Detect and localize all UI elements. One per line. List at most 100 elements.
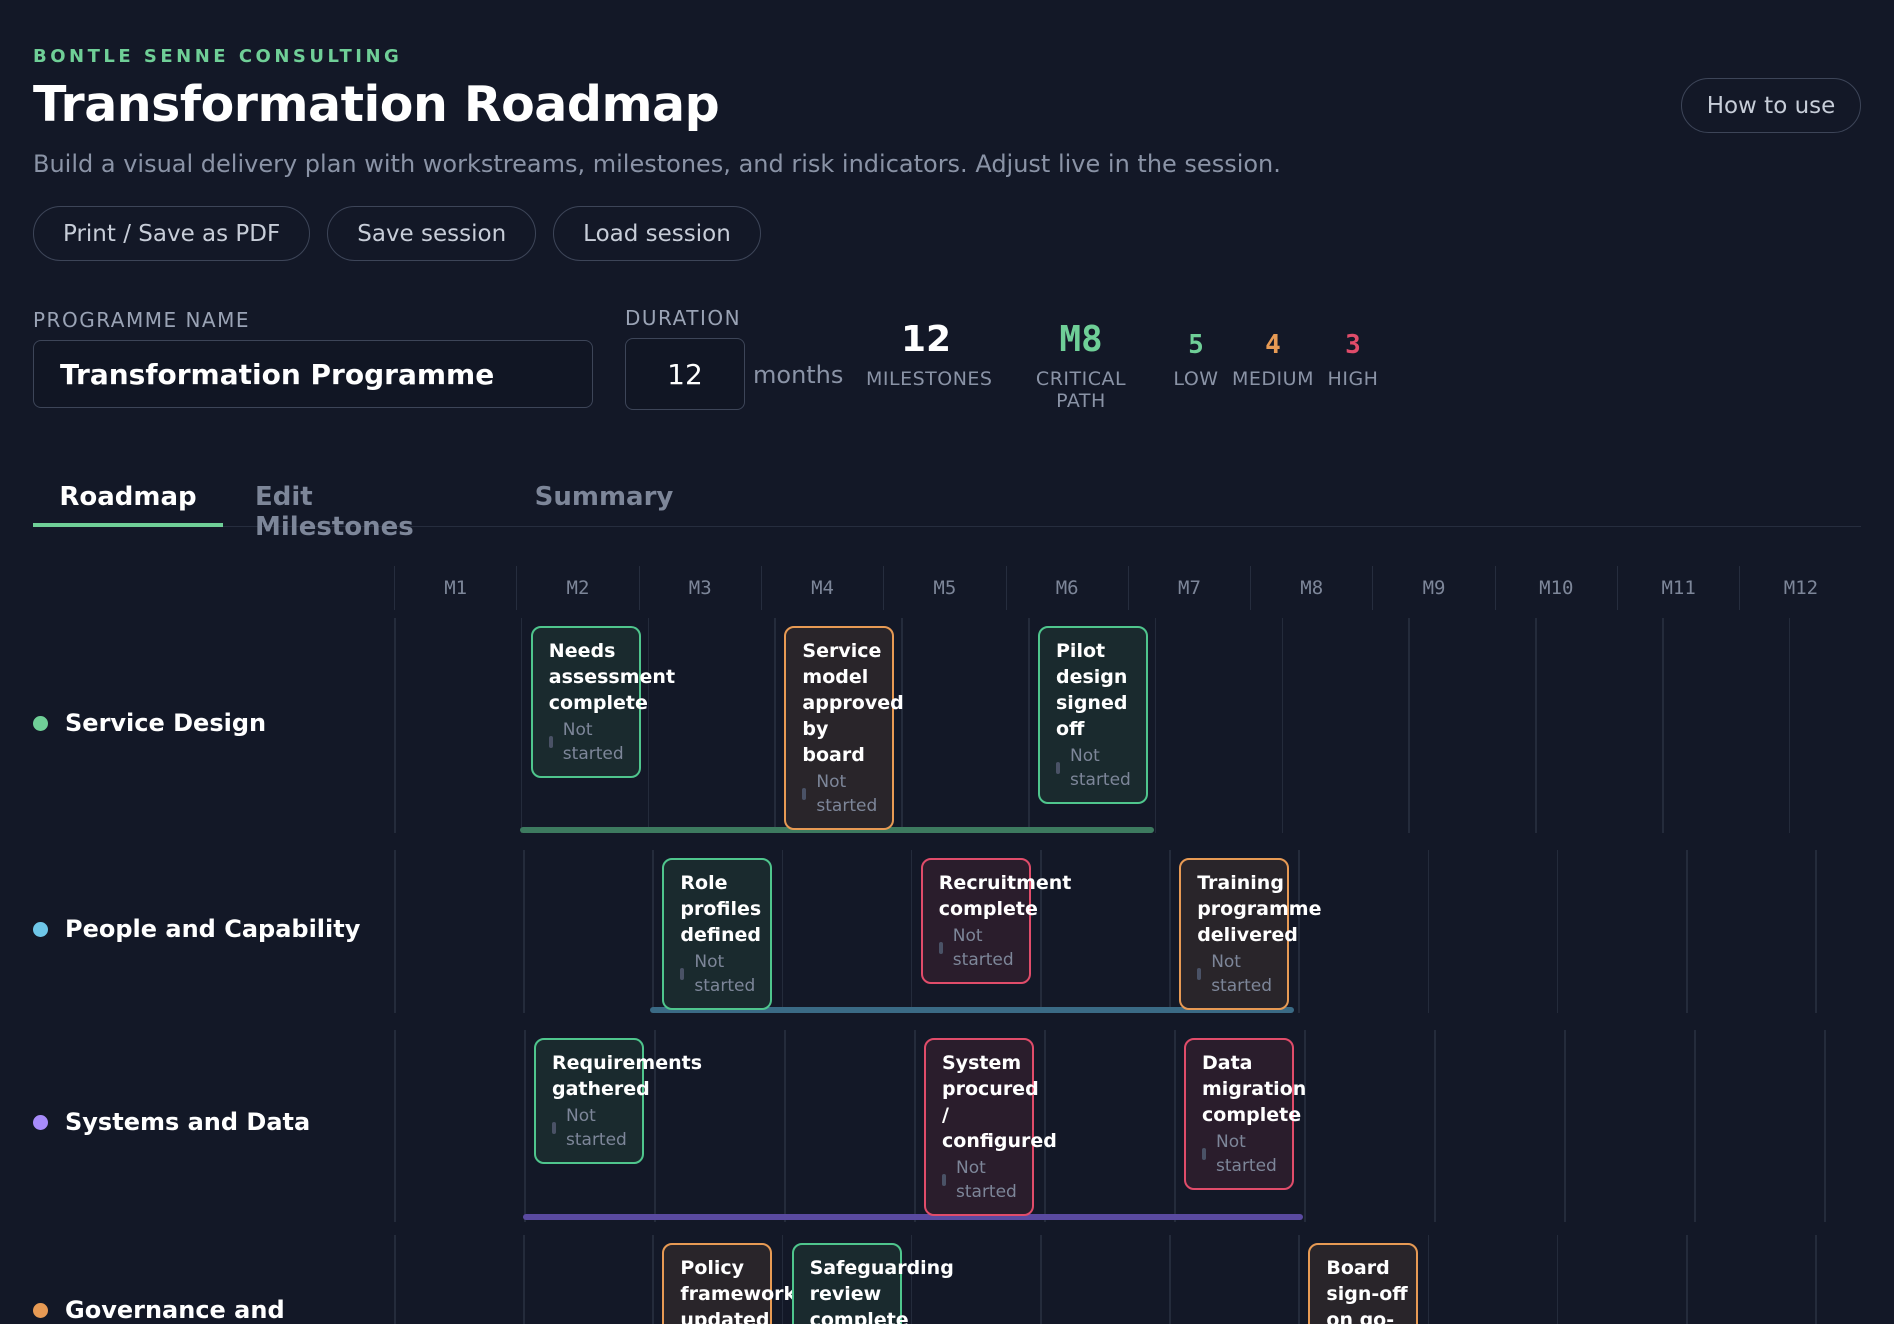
milestone-status-text: Not started <box>956 1156 1017 1204</box>
milestone-card[interactable]: Board sign-off on go- <box>1308 1243 1419 1324</box>
milestone-status-text: Not started <box>953 924 1014 972</box>
milestone-card[interactable]: Data migration complete Not started <box>1184 1038 1306 1190</box>
milestone-status-text: Not started <box>566 1104 627 1152</box>
stat-milestones-value: 12 <box>900 319 952 360</box>
milestone-status: Not started <box>1056 744 1146 792</box>
milestone-name-line: complete <box>1202 1104 1302 1126</box>
milestone-name-line: signed <box>1056 692 1128 714</box>
stat-medium: 4 MEDIUM <box>1228 332 1318 390</box>
milestone-name-line: complete <box>809 1309 909 1324</box>
milestone-status-line: started <box>566 1130 627 1150</box>
grid-line <box>1174 1030 1176 1222</box>
workstream-span-bar <box>650 1007 1294 1013</box>
milestone-card[interactable]: Recruitment complete Not started <box>920 858 1071 984</box>
grid-line <box>394 850 396 1013</box>
programme-name-input[interactable]: Transformation Programme <box>33 340 593 408</box>
grid-line <box>914 1030 916 1222</box>
grid-line <box>910 1235 913 1324</box>
milestone-card[interactable]: Training programme delivered Not started <box>1179 858 1322 1010</box>
status-indicator <box>680 968 685 980</box>
milestone-name: Training programme delivered <box>1197 870 1321 948</box>
status-indicator <box>552 1122 556 1134</box>
stat-critical-path-value: M8 <box>1059 319 1103 360</box>
milestone-name-line: / <box>942 1104 949 1126</box>
month-header-m6: M6 <box>1005 566 1128 610</box>
month-header-m12: M12 <box>1739 566 1861 610</box>
milestone-status-text: Not started <box>563 718 624 766</box>
milestone-name-line: off <box>1056 718 1085 740</box>
milestone-name-line: by <box>802 718 829 740</box>
grid-line <box>654 1030 656 1222</box>
tab-summary[interactable]: Summary <box>534 482 674 512</box>
save-session-button[interactable]: Save session <box>327 206 537 261</box>
milestone-name-line: gathered <box>552 1078 650 1100</box>
milestone-name-line: Needs <box>548 640 616 662</box>
milestone-card[interactable]: Requirements gathered Not started <box>534 1038 702 1164</box>
month-header-m2: M2 <box>516 566 638 610</box>
milestone-status: Not started <box>1197 950 1287 998</box>
action-bar: Print / Save as PDF Save session Load se… <box>33 206 761 261</box>
grid-line <box>523 850 525 1013</box>
workstream-span-bar <box>520 827 1154 833</box>
stat-high-label: HIGH <box>1327 368 1379 390</box>
workstream-color-dot <box>33 1114 48 1130</box>
stat-high: 3 HIGH <box>1322 332 1384 390</box>
grid-line <box>1427 850 1430 1013</box>
tab-edit-milestones[interactable]: Edit Milestones <box>255 482 414 542</box>
milestone-name-line: profiles <box>680 898 762 920</box>
grid-line <box>1281 618 1284 833</box>
grid-line <box>781 850 784 1013</box>
print-button[interactable]: Print / Save as PDF <box>33 206 311 261</box>
grid-line <box>1788 618 1791 833</box>
stat-medium-label: MEDIUM <box>1232 368 1314 390</box>
month-header-m4: M4 <box>760 566 883 610</box>
grid-line <box>1556 1235 1559 1324</box>
grid-line <box>774 618 776 833</box>
grid-line <box>394 1235 396 1324</box>
month-header-m9: M9 <box>1372 566 1494 610</box>
milestone-card[interactable]: Policy framework updated <box>662 1243 796 1324</box>
brand-name: BONTLE SENNE CONSULTING <box>33 46 403 67</box>
milestone-name-line: procured <box>942 1078 1039 1100</box>
grid-line <box>901 618 903 833</box>
milestone-name-line: Safeguarding <box>809 1257 954 1279</box>
milestone-status-line: started <box>952 950 1014 970</box>
milestone-status-line: started <box>816 796 878 816</box>
milestone-name-line: Role <box>680 872 728 894</box>
milestone-card[interactable]: Safeguarding review complete <box>791 1243 954 1324</box>
workstream-label: Systems and Data <box>33 1108 310 1136</box>
workstream-label: People and Capability <box>33 915 360 943</box>
duration-label: DURATION <box>625 306 742 330</box>
workstream-name: Service Design <box>65 709 267 737</box>
milestone-status-line: Not <box>816 772 847 792</box>
tab-roadmap[interactable]: Roadmap <box>33 470 223 527</box>
milestone-card[interactable]: Needs assessment complete Not started <box>530 626 675 778</box>
grid-line <box>1434 1030 1436 1222</box>
milestone-card[interactable]: Service model approved by board Not started <box>784 626 904 830</box>
workstream-span-bar <box>523 1214 1303 1220</box>
milestone-card[interactable]: System procured / configured Not started <box>924 1038 1057 1216</box>
duration-input[interactable]: 12 <box>625 338 745 410</box>
grid-line <box>652 1235 654 1324</box>
milestone-name-line: defined <box>680 924 761 946</box>
milestone-status: Not started <box>942 1156 1032 1204</box>
status-indicator <box>938 942 943 954</box>
status-indicator <box>548 736 553 748</box>
milestone-status: Not started <box>938 924 1029 972</box>
page-title: Transformation Roadmap <box>33 76 720 133</box>
grid-line <box>524 1030 526 1222</box>
workstream-color-dot <box>33 715 48 731</box>
stat-milestones: 12 MILESTONES <box>866 319 992 391</box>
status-indicator <box>1197 968 1202 980</box>
stat-low: 5 LOW <box>1170 332 1222 390</box>
how-to-use-button[interactable]: How to use <box>1681 78 1861 133</box>
milestone-status-text: Not started <box>816 770 877 818</box>
month-header-m11: M11 <box>1617 566 1739 610</box>
milestone-name: Board sign-off on go- <box>1326 1255 1416 1324</box>
tab-bar: Roadmap Edit Milestones Summary <box>33 460 1861 542</box>
load-session-button[interactable]: Load session <box>553 206 761 261</box>
milestone-card[interactable]: Role profiles defined Not started <box>662 858 773 1010</box>
milestone-name: Data migration complete <box>1202 1050 1306 1128</box>
milestone-card[interactable]: Pilot design signed off Not started <box>1038 626 1148 804</box>
milestone-name-line: design <box>1056 666 1128 688</box>
